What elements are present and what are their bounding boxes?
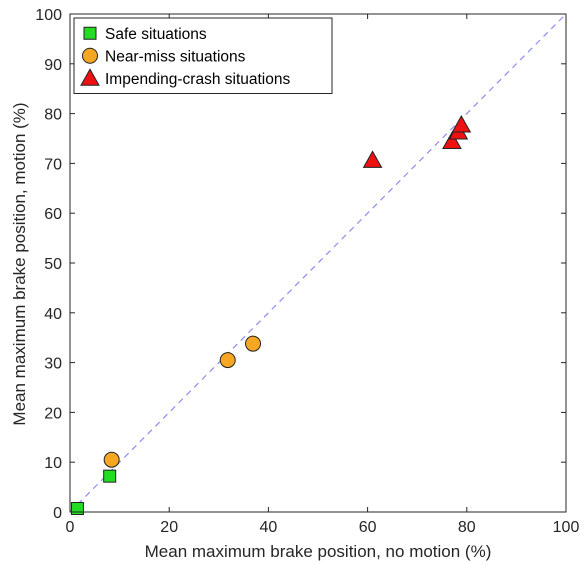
y-tick-label: 90 <box>44 57 62 74</box>
y-tick-label: 70 <box>44 156 62 173</box>
legend-label: Near-miss situations <box>105 48 246 65</box>
y-tick-label: 10 <box>44 455 62 472</box>
legend-box <box>73 17 333 94</box>
square-data-point <box>103 469 117 483</box>
legend-label: Impending-crash situations <box>105 71 290 88</box>
square-legend-icon <box>83 26 97 40</box>
axes-group: 0 20 40 60 80 100 0 10 20 30 40 50 60 70 80 90 100 <box>35 7 579 536</box>
plot-frame <box>69 13 567 513</box>
circle-data-point <box>245 335 262 352</box>
circle-data-point <box>219 352 236 369</box>
y-tick-label: 0 <box>53 505 62 522</box>
legend-label: Safe situations <box>105 26 207 43</box>
x-tick-label: 0 <box>66 519 75 536</box>
identity-reference-line <box>69 13 567 513</box>
y-tick-label: 60 <box>44 206 62 223</box>
x-tick-label: 100 <box>553 519 580 536</box>
x-tick-label: 60 <box>359 519 377 536</box>
triangle-data-point <box>442 131 462 149</box>
x-tick-label: 80 <box>458 519 476 536</box>
x-tick-label: 40 <box>260 519 278 536</box>
triangle-data-point <box>362 150 383 168</box>
y-tick-label: 100 <box>35 7 62 24</box>
circle-data-point <box>103 451 120 468</box>
y-tick-label: 20 <box>44 405 62 422</box>
legend: Safe situations Near-miss situations Impen… <box>73 17 333 94</box>
triangle-legend-icon <box>80 68 100 86</box>
y-tick-label: 30 <box>44 356 62 373</box>
y-axis-label: Mean maximum brake position, motion (%) <box>10 102 29 425</box>
square-data-point <box>70 502 84 516</box>
circle-legend-icon <box>82 47 98 64</box>
y-tick-label: 50 <box>44 256 62 273</box>
x-axis-label: Mean maximum brake position, no motion (… <box>145 542 492 561</box>
y-tick-label: 40 <box>44 306 62 323</box>
x-tick-label: 20 <box>160 519 178 536</box>
triangle-data-point <box>451 115 472 133</box>
y-tick-label: 80 <box>44 107 62 124</box>
